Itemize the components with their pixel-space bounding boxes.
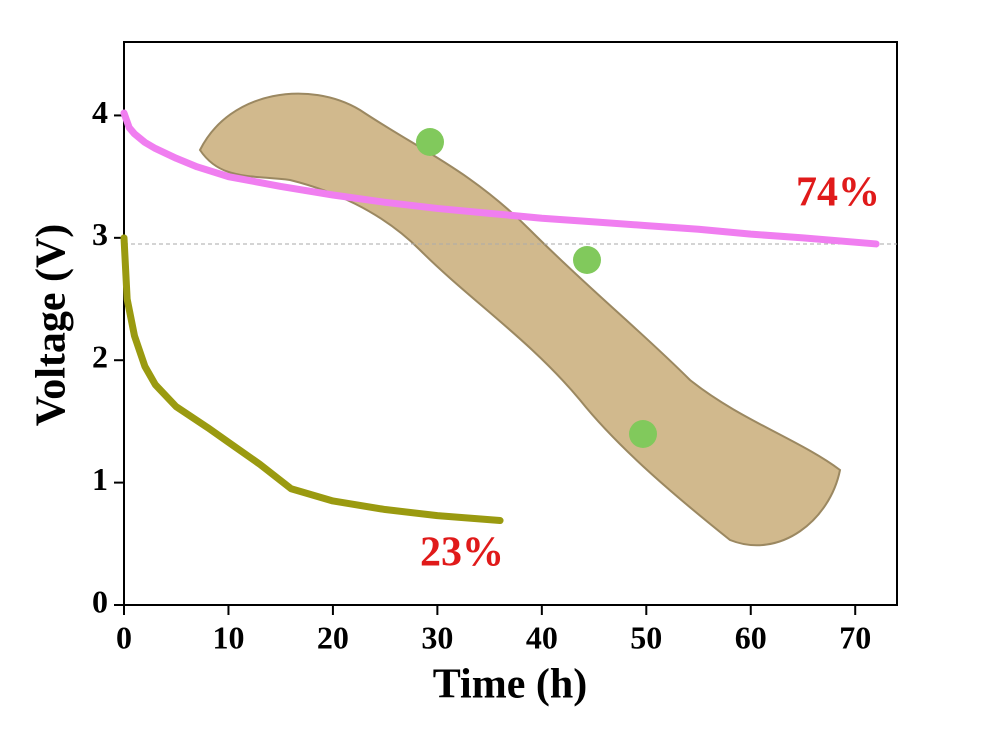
x-tick-label: 70 <box>839 619 871 655</box>
y-tick-label: 0 <box>92 583 108 619</box>
data-line <box>120 109 880 248</box>
annotation: 74% <box>796 170 880 216</box>
fiber-body <box>198 92 842 547</box>
plot-frame <box>123 41 898 606</box>
x-tick-label: 40 <box>526 619 558 655</box>
y-axis-label: Voltage (V) <box>29 224 75 427</box>
x-tick-label: 50 <box>630 619 662 655</box>
y-tick-label: 3 <box>92 216 108 252</box>
x-axis-label: Time (h) <box>433 662 587 708</box>
x-tick-label: 20 <box>317 619 349 655</box>
ion-sphere <box>629 420 657 448</box>
y-tick-label: 2 <box>92 339 108 375</box>
y-tick-label: 4 <box>92 94 108 130</box>
annotation: 23% <box>420 530 504 576</box>
x-tick-label: 0 <box>116 619 132 655</box>
x-tick-label: 30 <box>421 619 453 655</box>
fiber-illustration <box>198 92 842 547</box>
ion-sphere <box>573 246 601 274</box>
x-tick-label: 10 <box>212 619 244 655</box>
x-tick-label: 60 <box>735 619 767 655</box>
data-line <box>120 234 504 525</box>
y-tick-label: 1 <box>92 461 108 497</box>
ion-sphere <box>416 128 444 156</box>
